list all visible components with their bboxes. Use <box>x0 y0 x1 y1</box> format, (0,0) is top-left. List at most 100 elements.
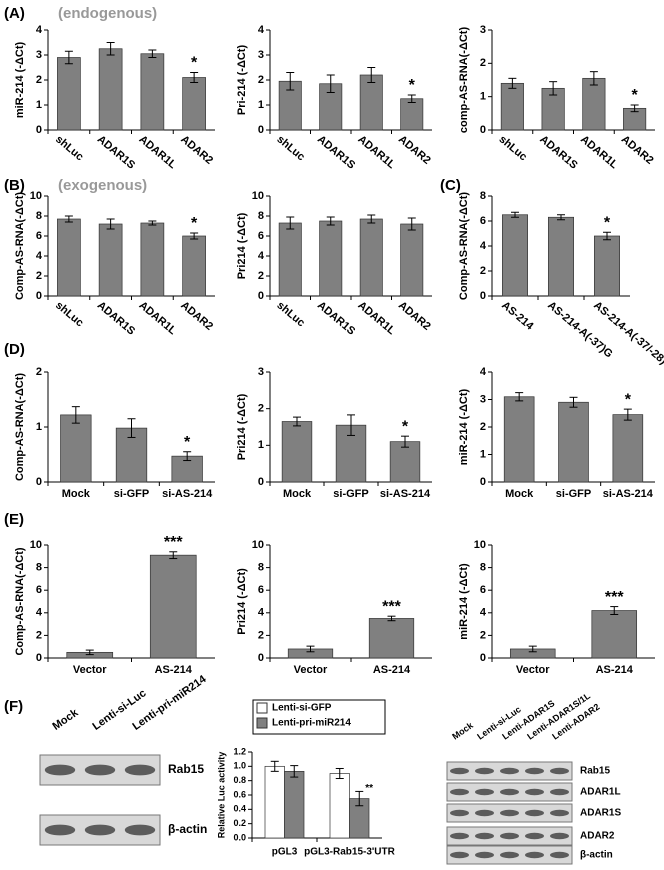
y-tick-label: 8 <box>258 562 264 574</box>
y-tick-label: 10 <box>30 190 42 202</box>
error-bar <box>326 74 335 93</box>
panel-label: (A) <box>4 5 25 22</box>
y-axis-label: miR-214 (-ΔCt) <box>458 563 470 640</box>
x-tick-label: ADAR1L <box>137 299 179 337</box>
y-axis-label: Comp-AS-RNA(-ΔCt) <box>14 192 26 300</box>
legend-label: Lenti-pri-miR214 <box>272 718 351 729</box>
bar <box>284 770 305 839</box>
significance-mark: * <box>409 77 416 94</box>
error-bar <box>589 71 598 86</box>
bar <box>368 618 415 659</box>
significance-mark: * <box>184 434 191 451</box>
y-axis-label: Comp-AS-RNA(-ΔCt) <box>14 547 26 655</box>
error-bar <box>630 104 639 113</box>
error-bar <box>183 451 192 462</box>
x-tick-label: Mock <box>505 488 534 500</box>
error-bar <box>515 392 524 402</box>
blot-band <box>450 832 469 840</box>
y-tick-label: 0 <box>258 476 264 488</box>
x-tick-label: ADAR1S <box>95 133 137 171</box>
y-axis-label: comp-AS-RNA(-ΔCt) <box>458 27 470 134</box>
y-tick-label: 4 <box>258 24 265 36</box>
y-axis-label: miR-214 (-ΔCt) <box>14 41 26 118</box>
y-tick-label: 6 <box>258 584 264 596</box>
x-tick-label: ADAR1L <box>137 133 179 171</box>
blot-lane-label: Lenti-pri-miR214 <box>131 673 210 733</box>
error-bar <box>401 435 409 448</box>
error-bar <box>286 72 295 91</box>
y-tick-label: 4 <box>480 366 487 378</box>
bar <box>182 77 206 131</box>
x-tick-label: shLuc <box>274 299 307 329</box>
blot-band <box>525 767 544 775</box>
y-axis-label: Pri-214 (-ΔCt) <box>236 45 248 116</box>
error-bar <box>557 214 565 221</box>
x-tick-label: AS-214 <box>373 664 411 676</box>
y-tick-label: 1 <box>36 421 42 433</box>
error-bar <box>387 615 396 622</box>
y-tick-label: 3 <box>480 24 486 36</box>
blot-band <box>550 851 569 859</box>
y-tick-label: 1.0 <box>233 761 246 771</box>
blot-band <box>550 767 569 775</box>
x-tick-label: ADAR1S <box>315 299 357 337</box>
error-bar <box>508 77 517 89</box>
x-tick-label: pGL3 <box>272 847 298 858</box>
significance-mark: *** <box>382 598 401 615</box>
error-bar <box>270 760 279 772</box>
panel-note: (exogenous) <box>58 177 147 194</box>
error-bar <box>367 214 376 224</box>
y-tick-label: 6 <box>36 230 42 242</box>
y-tick-label: 1 <box>258 99 264 111</box>
blot-band <box>525 851 544 859</box>
bar <box>593 235 620 297</box>
bar <box>502 214 529 297</box>
y-tick-label: 10 <box>30 539 42 551</box>
x-tick-label: Vector <box>73 664 107 676</box>
x-tick-label: ADAR1S <box>315 133 357 171</box>
y-tick-label: 3 <box>480 393 486 405</box>
bar <box>98 48 123 131</box>
y-tick-label: 8 <box>258 210 264 222</box>
blot-band <box>124 824 156 836</box>
y-tick-label: 2 <box>36 74 42 86</box>
bar <box>329 773 350 839</box>
blot-band <box>44 824 76 836</box>
blot-band <box>525 832 544 840</box>
blot-band <box>84 764 116 776</box>
error-bar <box>127 418 136 438</box>
blot-row-label: ADAR1S <box>580 808 621 819</box>
bar <box>558 401 589 483</box>
error-bar <box>286 216 295 230</box>
error-bar <box>169 551 178 560</box>
blot-band <box>550 788 569 796</box>
x-tick-label: ADAR1L <box>578 133 620 171</box>
y-axis-label: Comp-AS-RNA(-ΔCt) <box>458 192 470 300</box>
blot-band <box>84 824 116 836</box>
blot-band <box>450 809 469 817</box>
y-tick-label: 0.4 <box>233 804 246 814</box>
panel-label: (D) <box>4 341 25 358</box>
y-tick-label: 8 <box>36 210 42 222</box>
y-tick-label: 1 <box>258 439 264 451</box>
y-tick-label: 0 <box>480 290 486 302</box>
y-tick-label: 0.6 <box>233 789 246 799</box>
x-tick-label: ADAR1L <box>355 133 397 171</box>
y-axis-label: Relative Luc activity <box>216 752 226 839</box>
error-bar <box>64 215 73 223</box>
x-tick-label: Vector <box>294 664 328 676</box>
error-bar <box>306 645 315 653</box>
blot-band <box>475 809 494 817</box>
x-tick-label: si-GFP <box>556 488 591 500</box>
y-axis-label: miR-214 (-ΔCt) <box>458 388 470 465</box>
x-tick-label: AS-214 <box>499 299 536 333</box>
bar <box>281 421 313 483</box>
legend-swatch <box>256 702 268 714</box>
significance-mark: *** <box>164 534 183 551</box>
y-tick-label: 4 <box>36 607 43 619</box>
x-tick-label: ADAR1S <box>95 299 137 337</box>
bar <box>149 554 197 659</box>
blot-row-label: Rab15 <box>168 762 204 776</box>
y-tick-label: 2 <box>480 421 486 433</box>
